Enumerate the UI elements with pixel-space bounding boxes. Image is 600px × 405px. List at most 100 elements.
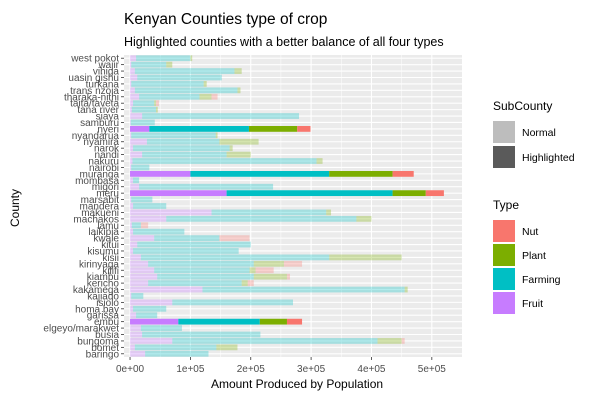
bar-segment [392,190,426,197]
bar-segment [140,325,182,331]
y-tick-label: machakos [73,214,119,225]
legend-key-label: Fruit [522,298,543,310]
y-tick-label: embu [94,317,119,328]
bar-segment [130,215,167,222]
bar-segment [130,100,134,107]
bar-segment [219,235,250,242]
bar-segment [130,299,173,306]
y-tick-label: kwale [93,234,119,245]
bar-segment [130,74,138,81]
legend-key-label: Normal [522,127,556,139]
bar-segment [226,190,393,197]
bar-segment [131,61,167,68]
bar-segment [130,145,134,152]
legend-key-label: Farming [522,274,561,286]
y-tick-label: samburu [80,118,119,129]
bar-segment [133,100,155,107]
bar-segment [131,81,204,87]
y-tick-label: tana river [77,105,119,116]
y-tick-label: nandi [95,150,119,161]
bar-segment [131,106,156,113]
legend-key-label: Nut [522,226,538,238]
bar-segment [130,183,140,190]
legend-subcounty-title: SubCounty [493,99,552,113]
bar-segment [130,87,135,94]
bar-segment [148,260,254,267]
bar-segment [356,215,372,222]
bar-segment [130,273,158,280]
bar-segment [130,132,132,139]
bar-segment [133,203,167,209]
y-tick-label: vihiga [93,67,120,78]
y-tick-label: laikipia [88,227,119,238]
y-tick-label: kiambu [87,272,119,283]
bar-segment [130,331,143,338]
bar-segment [154,100,156,107]
bar-segment [142,151,227,158]
y-tick-label: narok [94,144,120,155]
bar-segment [172,299,293,306]
bar-segment [133,228,185,235]
x-axis-title: Amount Produced by Population [211,377,383,391]
y-tick-label: bomet [91,343,119,354]
bar-segment [215,132,218,139]
bar-segment [130,280,149,286]
bar-segment [190,55,193,62]
y-tick-label: kisumu [87,246,119,257]
y-tick-label: mombasa [75,176,119,187]
bar-segment [132,158,317,164]
y-tick-label: tharaka-nithi [64,92,119,103]
bar-segment [130,106,132,113]
y-tick-label: bungoma [77,336,119,347]
x-tick-label: 2e+05 [237,364,266,375]
chart-subtitle: Highlighted counties with a better balan… [124,35,444,49]
y-tick-label: kilifi [102,266,119,277]
y-tick-label: wajir [97,60,119,71]
bar-segment [133,305,167,312]
bar-segment [154,235,220,242]
legend-type-title: Type [493,198,519,212]
bar-segment [130,119,155,126]
bar-segment [130,344,135,351]
bar-segment [130,170,191,177]
bar-segment [166,61,173,68]
bar-segment [178,318,260,325]
y-tick-label: west pokot [70,54,119,65]
y-tick-label: nyamira [83,137,119,148]
x-tick-label: 3e+05 [297,364,326,375]
bar-segment [401,338,405,344]
x-tick-label: 4e+05 [357,364,386,375]
bar-segment [130,203,134,209]
x-tick-label: 0e+00 [116,364,145,375]
bar-segment [140,254,330,261]
bar-segment [130,241,138,248]
y-tick-label: taita/taveta [70,99,119,110]
y-tick-label: kakamega [73,285,120,296]
y-tick-label: uasin gishu [68,73,119,84]
bar-segment [130,138,147,145]
bar-segment [130,338,173,344]
bar-segment [157,273,254,280]
bar-segment [166,215,357,222]
bar-segment [131,196,153,203]
y-tick-label: kisii [102,253,119,264]
bar-segment [137,241,251,248]
bar-segment [130,196,132,203]
bar-segment [216,344,238,351]
bar-segment [155,100,160,107]
bar-segment [255,267,274,274]
y-tick-label: meru [96,189,119,200]
chart-title: Kenyan Counties type of crop [124,11,327,28]
bar-segment [130,286,203,293]
bar-segment [219,138,259,145]
bar-segment [130,235,155,242]
bar-segment [131,293,144,299]
bar-segment [130,260,149,267]
y-tick-label: isiolo [96,298,119,309]
bar-segment [139,93,200,100]
bar-segment [130,68,135,74]
bar-segment [130,254,141,261]
legend-key-label: Highlighted [522,152,575,164]
bar-segment [130,350,146,357]
